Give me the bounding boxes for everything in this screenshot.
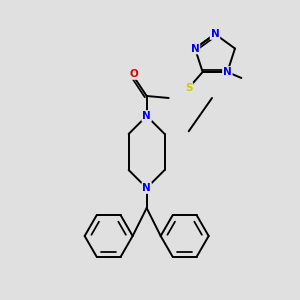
Text: S: S [185, 83, 192, 93]
Text: N: N [223, 67, 232, 77]
Text: O: O [129, 69, 138, 79]
Text: N: N [142, 111, 151, 121]
Text: N: N [211, 29, 219, 39]
Text: N: N [191, 44, 200, 53]
Text: N: N [142, 183, 151, 193]
